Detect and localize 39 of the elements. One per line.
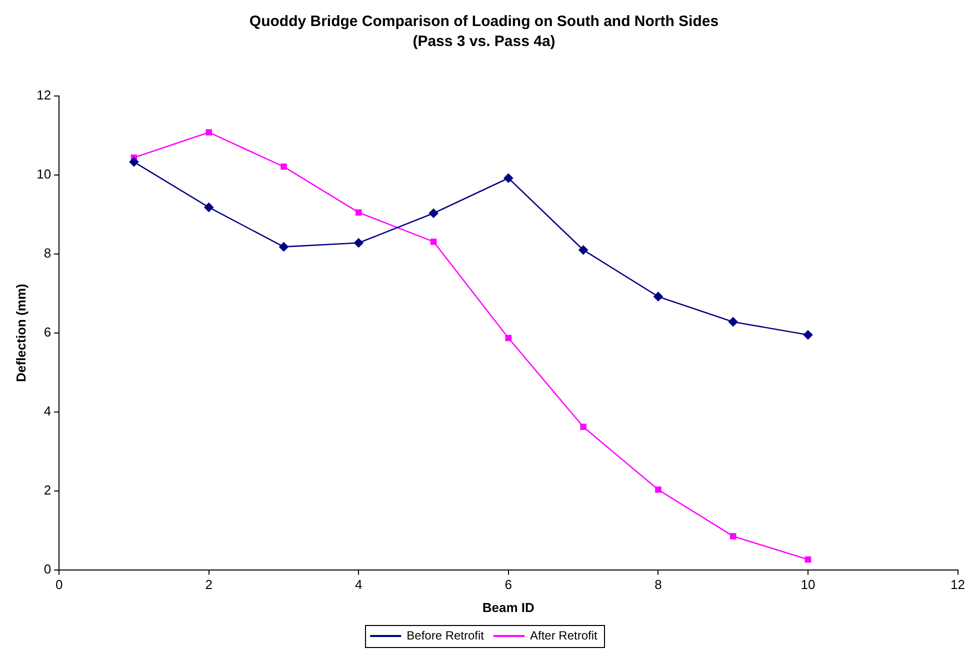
legend-label: Before Retrofit [406, 628, 485, 642]
x-tick-label: 8 [654, 577, 662, 592]
point [803, 330, 813, 340]
point [129, 157, 139, 167]
point [356, 209, 362, 216]
x-axis-title: Beam ID [482, 600, 534, 615]
point [354, 238, 364, 248]
point [206, 129, 212, 136]
point [728, 317, 738, 326]
point [580, 424, 586, 430]
point [279, 242, 288, 252]
chart-title: Quoddy Bridge Comparison of Loading on South and North Sides [249, 13, 719, 30]
y-tick-label: 8 [44, 246, 52, 261]
x-tick-label: 0 [55, 577, 63, 592]
legend-label: After Retrofit [530, 628, 598, 642]
point [655, 486, 662, 493]
point [578, 245, 588, 255]
y-tick-label: 4 [44, 403, 52, 418]
chart-subtitle: (Pass 3 vs. Pass 4a) [412, 33, 556, 50]
point [730, 533, 736, 540]
x-tick-label: 10 [800, 577, 816, 592]
point [204, 202, 214, 212]
point [505, 334, 512, 342]
point [428, 208, 438, 218]
y-tick-label: 6 [44, 324, 52, 340]
y-tick-label: 2 [44, 482, 52, 498]
y-tick-label: 10 [36, 166, 52, 182]
y-tick-label: 12 [36, 88, 52, 103]
point [280, 164, 287, 170]
y-axis-title: Deflection (mm) [13, 284, 28, 382]
x-tick-label: 6 [504, 577, 512, 592]
y-tick-label: 0 [44, 561, 52, 576]
point [504, 173, 514, 183]
point [804, 556, 812, 563]
x-tick-label: 12 [950, 577, 966, 592]
x-tick-label: 2 [205, 577, 212, 592]
x-tick-label: 4 [355, 577, 362, 592]
point [654, 292, 663, 302]
point [430, 238, 437, 245]
